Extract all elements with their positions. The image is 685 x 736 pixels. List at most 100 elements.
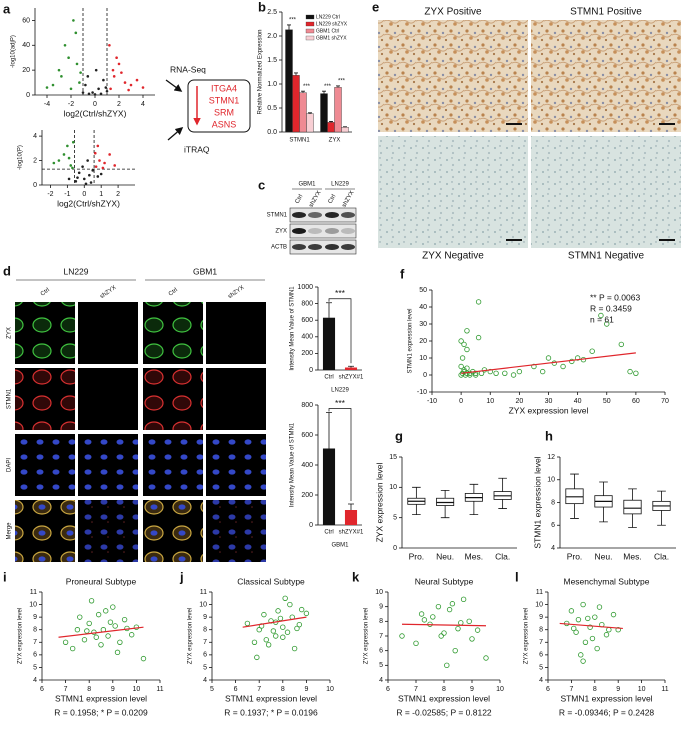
y-tick-label: 2.5	[267, 9, 277, 16]
panel-letter: j	[179, 569, 184, 584]
x-tick-label: -4	[44, 101, 50, 108]
fit-line	[559, 622, 623, 630]
point	[109, 87, 112, 91]
x-tick-label: shZYX#1	[339, 530, 364, 536]
point	[265, 642, 272, 648]
point	[94, 68, 98, 72]
chart-title: Classical Subtype	[237, 576, 305, 586]
point	[99, 92, 103, 96]
point	[296, 621, 303, 628]
point	[84, 83, 87, 87]
y-tick-label: 200	[301, 492, 313, 499]
panel-letter: f	[400, 266, 405, 281]
if-image	[78, 302, 138, 364]
blot-band	[341, 244, 355, 250]
y-tick-label: 5	[203, 664, 207, 671]
point	[592, 614, 598, 620]
y-tick-label: 9	[33, 614, 37, 621]
ihc-label: ZYX Positive	[424, 7, 482, 18]
panel-letter: c	[258, 177, 265, 192]
point	[140, 655, 147, 662]
point	[280, 634, 286, 640]
y-tick-label: 5	[33, 664, 37, 671]
point	[467, 370, 473, 376]
blot-band	[308, 244, 322, 250]
point	[287, 601, 293, 608]
panel-letter: g	[395, 428, 403, 443]
y-tick-label: 10	[419, 355, 427, 362]
point	[103, 161, 106, 165]
y-tick-label: 4	[33, 133, 37, 140]
error-bar	[348, 365, 354, 368]
x-tick-label: 60	[632, 398, 640, 405]
panel-letter: d	[3, 263, 11, 278]
x-tick-label: 8	[442, 686, 446, 693]
x-tick-label: 2	[116, 191, 120, 198]
y-tick-label: 12	[547, 454, 555, 461]
point	[86, 75, 90, 78]
x-axis-label: log2(Ctrl/shZYX)	[64, 108, 127, 118]
point	[94, 165, 98, 168]
y-axis-label: ZYX expression level	[364, 608, 370, 664]
annotation: R = 0.3459	[590, 303, 632, 313]
legend-swatch	[305, 14, 315, 20]
x-axis-label: LN229	[331, 388, 349, 394]
point	[582, 639, 589, 645]
point	[110, 604, 116, 610]
point	[91, 169, 95, 172]
if-image	[143, 434, 203, 496]
if-image	[143, 368, 203, 430]
y-tick-label: 9	[539, 614, 543, 621]
y-tick-label: 4	[379, 677, 383, 684]
y-tick-label: 10	[389, 484, 397, 491]
arrow	[167, 126, 184, 141]
y-tick-label: 7	[379, 633, 383, 640]
point	[84, 628, 90, 634]
chart-title: Proneural Subtype	[66, 576, 137, 586]
lane-label: Ctrl	[40, 287, 51, 297]
y-tick-label: 1.0	[267, 81, 277, 88]
y-tick-label: 2.0	[267, 33, 277, 40]
point	[87, 92, 91, 96]
error-bar	[301, 90, 305, 93]
point	[464, 328, 470, 334]
x-tick-label: 7	[257, 686, 261, 693]
point	[117, 639, 123, 645]
blot-band	[308, 228, 322, 234]
if-image	[143, 302, 203, 364]
point	[461, 341, 467, 348]
point	[589, 348, 595, 354]
point	[275, 608, 281, 614]
point	[104, 86, 108, 89]
point	[575, 616, 582, 623]
y-tick-label: 0	[26, 92, 30, 99]
y-axis-label: STMN1 expression level	[408, 308, 414, 373]
ihc-image	[531, 136, 681, 248]
point	[111, 68, 115, 72]
bar	[299, 92, 307, 133]
box	[436, 497, 455, 506]
x-tick-label: 7	[64, 686, 68, 693]
point	[475, 334, 482, 341]
point	[256, 627, 262, 633]
fit-line	[401, 623, 487, 627]
blot-band	[325, 228, 339, 234]
point	[604, 321, 610, 327]
y-tick-label: 1.5	[267, 57, 277, 64]
x-axis-label: log2(Ctrl/shZYX)	[57, 198, 120, 208]
y-tick-label: 4	[203, 677, 207, 684]
cell-line: LN229	[331, 182, 349, 188]
point	[472, 372, 479, 378]
significance: ***	[303, 84, 311, 90]
y-tick-label: 10	[375, 589, 383, 596]
if-image	[15, 434, 75, 496]
x-axis-label: STMN1 expression level	[560, 693, 652, 703]
y-tick-label: 15	[389, 454, 397, 461]
if-image	[15, 500, 75, 562]
x-tick-label: 50	[603, 398, 611, 405]
significance: ***	[335, 288, 346, 298]
y-tick-label: 7	[539, 639, 543, 646]
x-tick-label: 10	[133, 686, 141, 693]
x-tick-label: 30	[545, 398, 553, 405]
legend-swatch	[305, 35, 315, 41]
